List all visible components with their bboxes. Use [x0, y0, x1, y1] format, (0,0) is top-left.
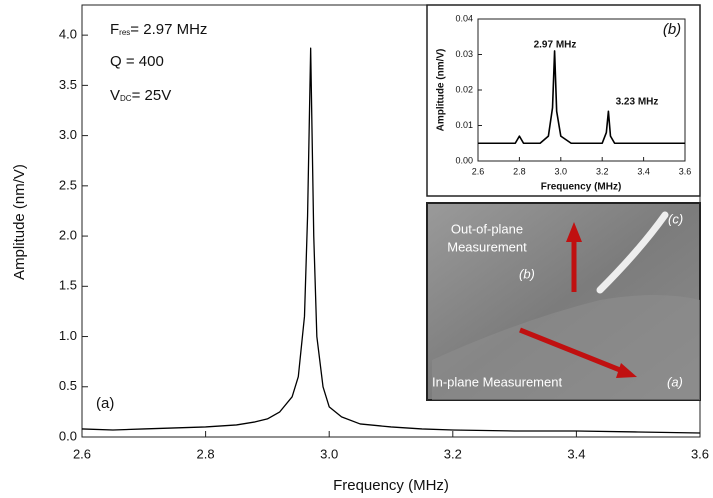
y-tick-label: 4.0 [59, 27, 77, 42]
y-tick-label: 0.0 [59, 428, 77, 443]
micrograph-label: In-plane Measurement [432, 374, 562, 389]
x-tick-label: 2.6 [472, 166, 485, 176]
fres-sub: res [119, 28, 130, 37]
x-tick-label: 3.4 [637, 166, 650, 176]
vdc-annotation: VDC= 25V [110, 87, 171, 104]
x-tick-label: 2.6 [73, 446, 91, 461]
y-axis-label: Amplitude (nm/V) [11, 164, 28, 280]
x-tick-label: 3.2 [596, 166, 609, 176]
vdc-main: V [110, 87, 120, 104]
inset-frame [426, 4, 701, 197]
x-axis-label: Frequency (MHz) [333, 477, 449, 494]
y-tick-label: 0.04 [455, 13, 473, 23]
inset-panel-label: (b) [663, 21, 681, 38]
peak2-annotation: 3.23 MHz [616, 97, 659, 108]
y-tick-label: 0.00 [455, 155, 473, 165]
arrow-head [616, 363, 637, 378]
x-tick-label: 3.4 [567, 446, 585, 461]
fres-rest: = 2.97 MHz [130, 21, 207, 38]
micrograph-label: (b) [519, 266, 535, 281]
y-tick-label: 2.0 [59, 228, 77, 243]
y-tick-label: 1.0 [59, 328, 77, 343]
main-chart: Fres= 2.97 MHz Q = 400 VDC= 25V (a) Freq… [11, 4, 709, 494]
vdc-sub: DC [120, 94, 132, 103]
micrograph-label: Measurement [447, 239, 527, 254]
micrograph-label: (c) [668, 211, 683, 226]
y-tick-label: 0.5 [59, 378, 77, 393]
x-tick-label: 3.0 [320, 446, 338, 461]
x-tick-label: 2.8 [513, 166, 526, 176]
panel-label: (a) [96, 395, 114, 412]
data-line [478, 50, 685, 145]
x-tick-label: 3.6 [679, 166, 692, 176]
y-tick-label: 3.5 [59, 77, 77, 92]
in-plane-arrow [519, 327, 626, 375]
y-tick-label: 0.03 [455, 49, 473, 59]
y-tick-label: 1.5 [59, 278, 77, 293]
arrow-head [566, 222, 582, 242]
x-tick-label: 2.8 [197, 446, 215, 461]
micrograph-label: Out-of-plane [451, 221, 523, 236]
fres-annotation: Fres= 2.97 MHz [110, 21, 207, 38]
y-tick-label: 0.01 [455, 120, 473, 130]
y-tick-label: 2.5 [59, 177, 77, 192]
micrograph-label: (a) [667, 374, 683, 389]
beam [596, 211, 669, 294]
inset-chart: 2.97 MHz 3.23 MHz (b) Frequency (MHz) Am… [436, 13, 692, 192]
inset-y-axis-label: Amplitude (nm/V) [436, 49, 447, 132]
y-tick-label: 3.0 [59, 127, 77, 142]
fres-main: F [110, 21, 119, 38]
micrograph-panel: Out-of-plane Measurement (b) (c) In-plan… [426, 202, 701, 401]
y-tick-label: 0.02 [455, 84, 473, 94]
x-tick-label: 3.2 [444, 446, 462, 461]
q-annotation: Q = 400 [110, 53, 164, 70]
x-tick-label: 3.6 [691, 446, 709, 461]
x-tick-label: 3.0 [555, 166, 568, 176]
peak1-annotation: 2.97 MHz [534, 40, 577, 51]
inset-x-axis-label: Frequency (MHz) [541, 182, 622, 193]
data-line [81, 47, 701, 434]
vdc-rest: = 25V [132, 87, 172, 104]
